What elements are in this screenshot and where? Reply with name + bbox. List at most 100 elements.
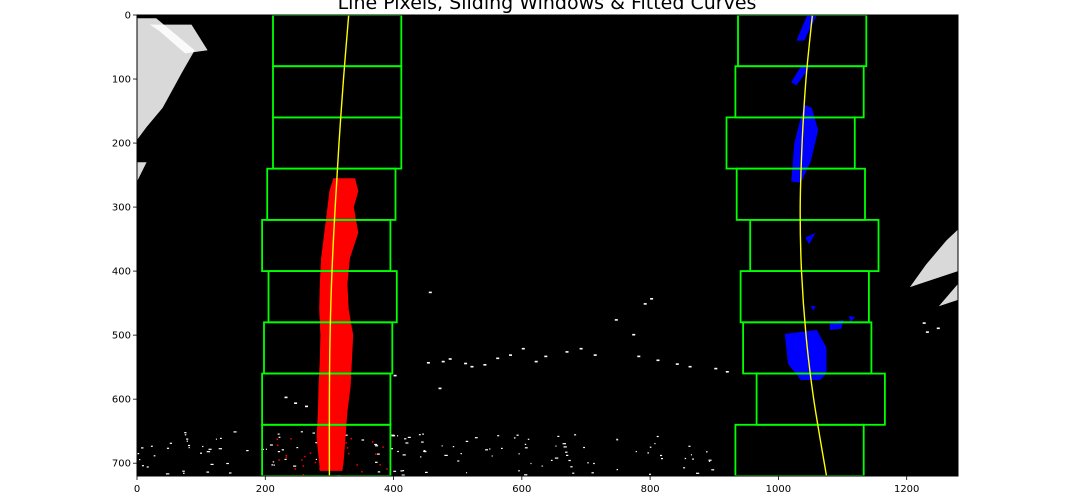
noise-speck	[711, 469, 715, 471]
noise-speck	[425, 471, 428, 473]
noise-speck	[300, 431, 303, 433]
x-tick-label: 400	[384, 484, 403, 495]
noise-speck	[464, 362, 468, 365]
noise-speck	[501, 447, 503, 449]
left-lane-pixel-region	[316, 178, 359, 471]
noise-speck	[153, 455, 156, 457]
noise-speck	[277, 433, 280, 435]
noise-speck	[271, 464, 274, 466]
noise-speck	[530, 462, 532, 465]
noise-speck	[393, 470, 397, 472]
noise-speck	[513, 437, 516, 439]
noise-speck	[541, 465, 543, 467]
noise-speck	[206, 451, 211, 453]
noise-speck	[649, 473, 651, 475]
noise-speck	[565, 351, 569, 353]
noise-speck	[460, 453, 462, 455]
noise-speck	[593, 462, 595, 465]
y-tick-label: 400	[112, 267, 131, 278]
noise-speck	[635, 451, 637, 453]
right-lane-pixel-region	[784, 330, 827, 380]
noise-speck	[186, 438, 189, 440]
noise-speck	[182, 470, 185, 472]
y-tick-label: 0	[125, 11, 131, 22]
noise-speck	[591, 472, 594, 474]
left-lane-pixel	[309, 452, 312, 454]
noise-speck	[150, 445, 153, 447]
noise-speck	[554, 457, 559, 459]
noise-speck	[925, 331, 929, 333]
noise-speck	[660, 454, 663, 457]
left-lane-pixel	[290, 438, 292, 440]
noise-speck	[402, 470, 405, 472]
noise-layer	[137, 18, 958, 476]
noise-speck	[483, 364, 487, 366]
noise-speck	[438, 387, 442, 390]
noise-speck	[229, 472, 232, 474]
plot-area	[136, 14, 959, 477]
noise-speck	[708, 460, 711, 462]
plot-background	[137, 15, 958, 476]
noise-speck	[647, 452, 649, 454]
noise-speck	[922, 322, 926, 324]
noise-speck	[656, 435, 659, 438]
noise-speck	[637, 355, 641, 358]
noise-speck	[422, 433, 424, 435]
noise-speck	[186, 440, 188, 442]
left-lane-pixel	[345, 442, 347, 444]
noise-speck	[344, 434, 348, 436]
noise-speck	[210, 463, 214, 465]
noise-speck	[572, 472, 575, 474]
noise-speck	[485, 449, 488, 451]
noise-speck	[284, 396, 288, 399]
noise-speck	[470, 365, 474, 368]
noise-speck	[284, 458, 287, 460]
left-lane-pixel	[319, 468, 321, 470]
noise-speck	[452, 446, 455, 448]
noise-speck	[246, 450, 249, 452]
noise-speck	[489, 448, 491, 450]
noise-speck	[218, 448, 222, 450]
right-lane-pixel-region	[805, 232, 816, 245]
noise-speck	[206, 471, 210, 473]
left-lane-pixel	[375, 453, 377, 455]
left-lane-pixel	[341, 460, 343, 462]
x-tick-label: 600	[512, 484, 531, 495]
noise-speck	[441, 360, 445, 363]
y-tick-label: 300	[112, 203, 131, 214]
noise-speck	[393, 374, 397, 377]
left-lane-pixel	[382, 446, 384, 448]
noise-speck	[583, 446, 585, 449]
noise-speck	[296, 447, 299, 449]
noise-speck	[725, 371, 729, 373]
noise-speck	[936, 327, 940, 330]
noise-speck	[562, 443, 566, 445]
noise-speck	[305, 405, 308, 408]
y-tick-label: 500	[112, 331, 131, 342]
x-axis: 0 200 400 600 800 1000 1200	[134, 476, 919, 495]
noise-speck	[616, 469, 618, 471]
noise-shape	[137, 162, 147, 182]
noise-speck	[518, 453, 520, 455]
noise-speck	[137, 453, 140, 455]
noise-speck	[579, 347, 583, 350]
noise-speck	[649, 446, 652, 448]
noise-speck	[233, 431, 237, 433]
noise-speck	[656, 359, 660, 362]
noise-speck	[312, 432, 315, 434]
left-lane-pixel	[302, 474, 305, 476]
plot-frame	[136, 14, 959, 477]
noise-speck	[200, 452, 202, 454]
noise-speck	[141, 465, 144, 467]
noise-speck	[563, 446, 567, 448]
noise-speck	[688, 445, 691, 447]
noise-speck	[402, 454, 406, 456]
noise-speck	[643, 303, 647, 305]
left-lane-pixel	[379, 464, 381, 466]
left-lane-pixel	[285, 456, 288, 459]
noise-speck	[169, 442, 172, 444]
noise-speck	[391, 434, 395, 436]
left-lane-pixel	[304, 455, 306, 458]
left-lane-pixel	[278, 459, 280, 461]
noise-speck	[277, 451, 281, 453]
